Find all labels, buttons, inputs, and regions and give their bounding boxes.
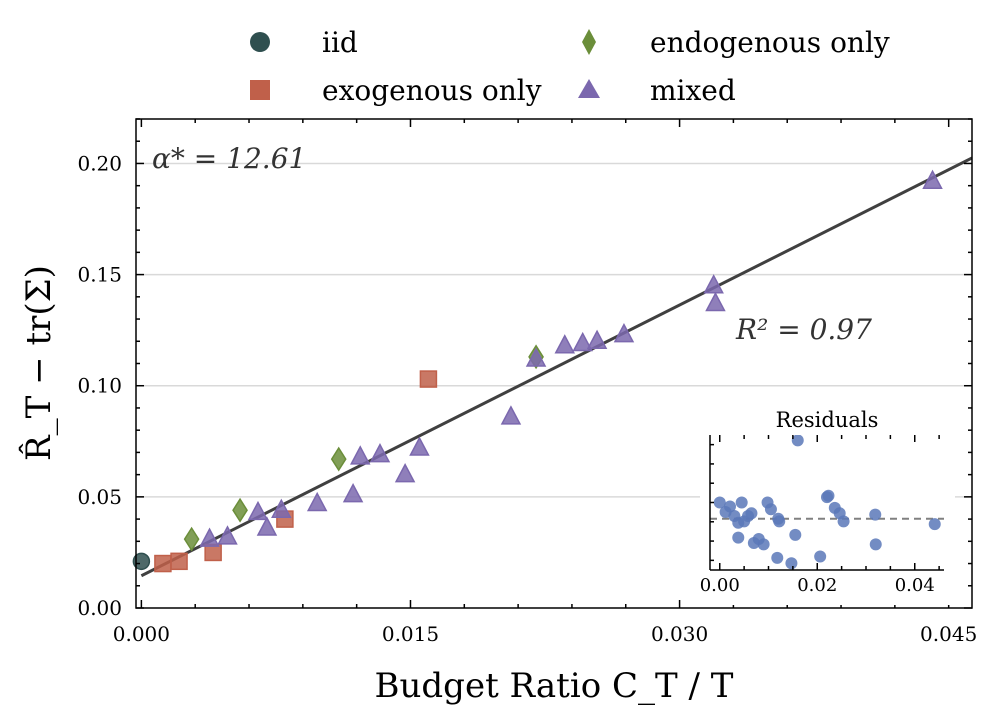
inset-points xyxy=(713,435,941,570)
y-tick-label: 0.00 xyxy=(77,596,122,620)
legend-marker-iid xyxy=(250,32,270,52)
point-mixed xyxy=(554,334,576,354)
point-mixed xyxy=(409,436,430,456)
point-mixed xyxy=(306,491,328,512)
point-mixed xyxy=(256,516,278,536)
inset-tick-label: 0.04 xyxy=(895,575,935,596)
point-endogenous xyxy=(183,526,200,552)
residual-point xyxy=(869,538,882,551)
point-mixed xyxy=(922,169,943,189)
inset-tick-labels: 0.00 0.02 0.04 xyxy=(700,575,935,596)
y-tick-label: 0.20 xyxy=(77,151,122,175)
x-tick-label: 0.045 xyxy=(920,622,977,646)
y-tick-label: 0.05 xyxy=(77,485,122,509)
point-mixed xyxy=(247,500,269,521)
residual-point xyxy=(771,551,784,564)
point-iid xyxy=(132,552,151,571)
inset-title: Residuals xyxy=(776,408,879,432)
point-mixed xyxy=(394,463,416,483)
legend-marker-endogenous xyxy=(582,29,596,55)
y-tick-labels: 0.00 0.05 0.10 0.15 0.20 xyxy=(77,151,122,620)
residual-point xyxy=(713,496,726,509)
point-mixed xyxy=(525,347,547,367)
point-mixed xyxy=(500,405,522,425)
point-mixed xyxy=(342,483,364,503)
legend: iid exogenous only endogenous only mixed xyxy=(250,26,890,107)
legend-marker-mixed xyxy=(578,79,600,98)
residual-point xyxy=(723,500,736,513)
legend-label-iid: iid xyxy=(322,26,358,59)
residual-point xyxy=(791,435,804,447)
residual-point xyxy=(785,557,798,570)
point-mixed xyxy=(613,323,635,343)
point-mixed xyxy=(703,274,724,294)
legend-label-exogenous: exogenous only xyxy=(322,74,542,107)
residual-point xyxy=(732,531,745,544)
inset-tick-label: 0.00 xyxy=(700,575,740,596)
residual-point xyxy=(822,489,835,502)
inset-tick-label: 0.02 xyxy=(797,575,837,596)
point-endogenous xyxy=(330,446,347,472)
point-exogenous xyxy=(170,552,188,571)
point-exogenous xyxy=(154,554,172,573)
y-tick-label: 0.10 xyxy=(77,374,122,398)
point-mixed xyxy=(217,525,238,545)
legend-item-exogenous: exogenous only xyxy=(250,74,542,107)
data-points xyxy=(132,169,943,573)
point-mixed xyxy=(572,331,593,352)
alpha-annotation: α* = 12.61 xyxy=(152,142,306,175)
residuals-inset: Residuals 0.00 0.02 0.04 xyxy=(700,405,955,605)
x-axis-label: Budget Ratio C_T / T xyxy=(375,666,734,706)
residual-point xyxy=(814,550,827,563)
legend-label-mixed: mixed xyxy=(650,74,736,107)
r2-annotation: R² = 0.97 xyxy=(735,313,872,346)
legend-label-endogenous: endogenous only xyxy=(650,26,890,59)
residual-point xyxy=(928,518,941,531)
legend-item-iid: iid xyxy=(250,26,358,59)
legend-item-endogenous: endogenous only xyxy=(582,26,890,59)
x-tick-labels: 0.000 0.015 0.030 0.045 xyxy=(113,622,978,646)
residual-point xyxy=(745,507,758,520)
point-mixed xyxy=(350,445,371,465)
residual-point xyxy=(837,515,850,528)
point-mixed xyxy=(705,291,726,312)
y-axis-label: R̂_T − tr(Σ) xyxy=(18,265,59,461)
inset-ticks xyxy=(710,435,940,570)
residual-point xyxy=(757,538,770,551)
residual-point xyxy=(764,503,777,516)
point-mixed xyxy=(271,498,292,518)
point-exogenous xyxy=(419,370,438,388)
y-tick-label: 0.15 xyxy=(77,263,122,287)
legend-item-mixed: mixed xyxy=(578,74,736,107)
residual-point xyxy=(789,528,802,541)
legend-marker-exogenous xyxy=(250,80,270,100)
x-tick-label: 0.000 xyxy=(113,622,170,646)
residual-point xyxy=(735,496,748,509)
point-endogenous xyxy=(232,497,248,523)
x-tick-label: 0.015 xyxy=(382,622,439,646)
x-tick-label: 0.030 xyxy=(651,622,708,646)
residual-point xyxy=(869,508,882,521)
point-mixed xyxy=(369,443,391,463)
residual-point xyxy=(773,515,786,528)
point-mixed xyxy=(199,527,220,547)
point-mixed xyxy=(586,329,608,350)
axis-ticks xyxy=(136,118,972,609)
